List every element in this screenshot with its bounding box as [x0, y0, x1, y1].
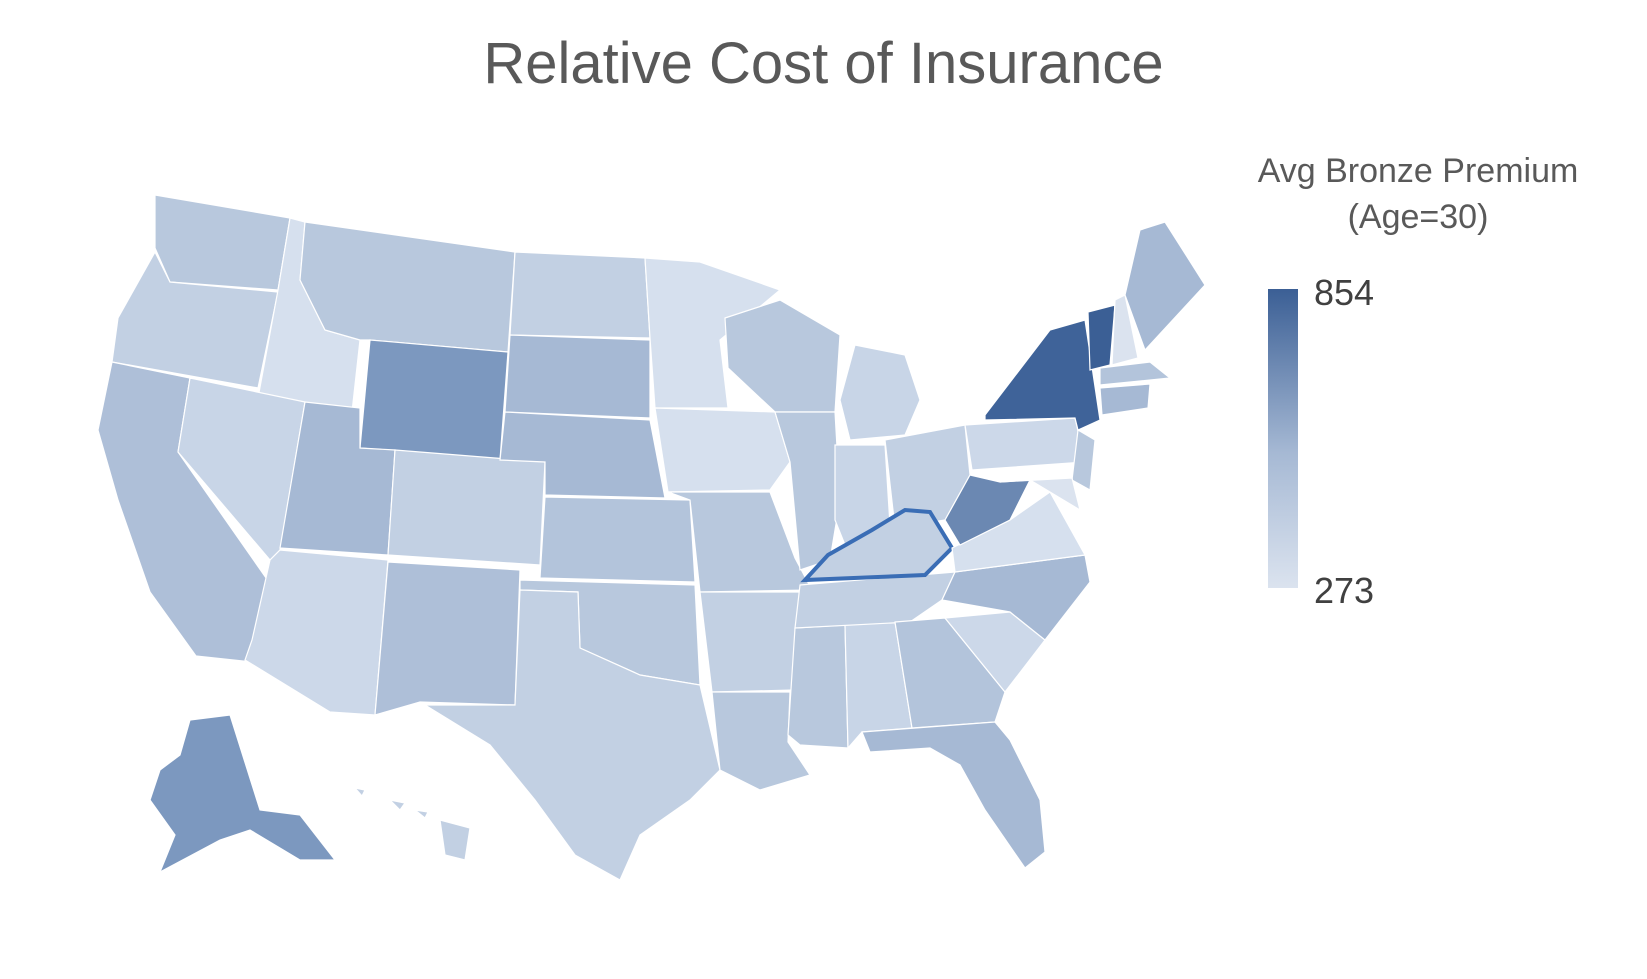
state-texas[interactable] [422, 589, 721, 881]
state-maine[interactable] [1124, 221, 1206, 352]
state-new-jersey[interactable] [1071, 429, 1096, 491]
state-oregon[interactable] [111, 250, 279, 389]
state-montana[interactable] [299, 221, 516, 353]
state-north-dakota[interactable] [509, 251, 651, 339]
state-pennsylvania[interactable] [964, 417, 1086, 471]
state-arizona[interactable] [244, 549, 389, 716]
state-maryland-delaware[interactable] [999, 477, 1081, 512]
state-washington[interactable] [154, 194, 291, 291]
legend-max-label: 854 [1314, 272, 1375, 313]
state-mississippi[interactable] [787, 624, 849, 749]
state-arkansas[interactable] [699, 591, 801, 693]
state-louisiana[interactable] [711, 691, 811, 791]
state-new-york[interactable] [984, 319, 1101, 431]
legend-title-line1: Avg Bronze Premium [1257, 152, 1579, 190]
map-title: Relative Cost of Insurance [483, 31, 1164, 96]
state-south-dakota[interactable] [504, 334, 651, 419]
state-minnesota[interactable] [644, 257, 782, 409]
state-hawaii[interactable] [439, 819, 471, 861]
state-wisconsin[interactable] [724, 299, 841, 413]
state-colorado[interactable] [387, 449, 546, 566]
state-tennessee[interactable] [794, 571, 956, 629]
state-vermont[interactable] [1087, 304, 1116, 371]
state-nebraska[interactable] [499, 411, 666, 499]
state-florida[interactable] [861, 721, 1046, 869]
legend-title: Avg Bronze Premium (Age=30) [1228, 148, 1608, 240]
state-georgia[interactable] [894, 617, 1006, 729]
state-michigan[interactable] [839, 344, 921, 441]
state-massachusetts[interactable] [1099, 361, 1172, 386]
legend-title-line2: (Age=30) [1347, 198, 1489, 236]
state-alaska[interactable] [149, 714, 337, 874]
state-iowa[interactable] [654, 407, 791, 493]
legend-color-scale [1268, 289, 1298, 588]
state-kansas[interactable] [539, 496, 696, 583]
state-hawaii-small-islands [353, 787, 429, 819]
state-new-hampshire[interactable] [1111, 294, 1139, 366]
state-kentucky[interactable] [800, 507, 955, 583]
legend-min-label: 273 [1314, 570, 1375, 611]
state-new-mexico[interactable] [374, 561, 521, 716]
state-connecticut-ri[interactable] [1099, 383, 1151, 416]
state-wyoming[interactable] [359, 339, 509, 461]
